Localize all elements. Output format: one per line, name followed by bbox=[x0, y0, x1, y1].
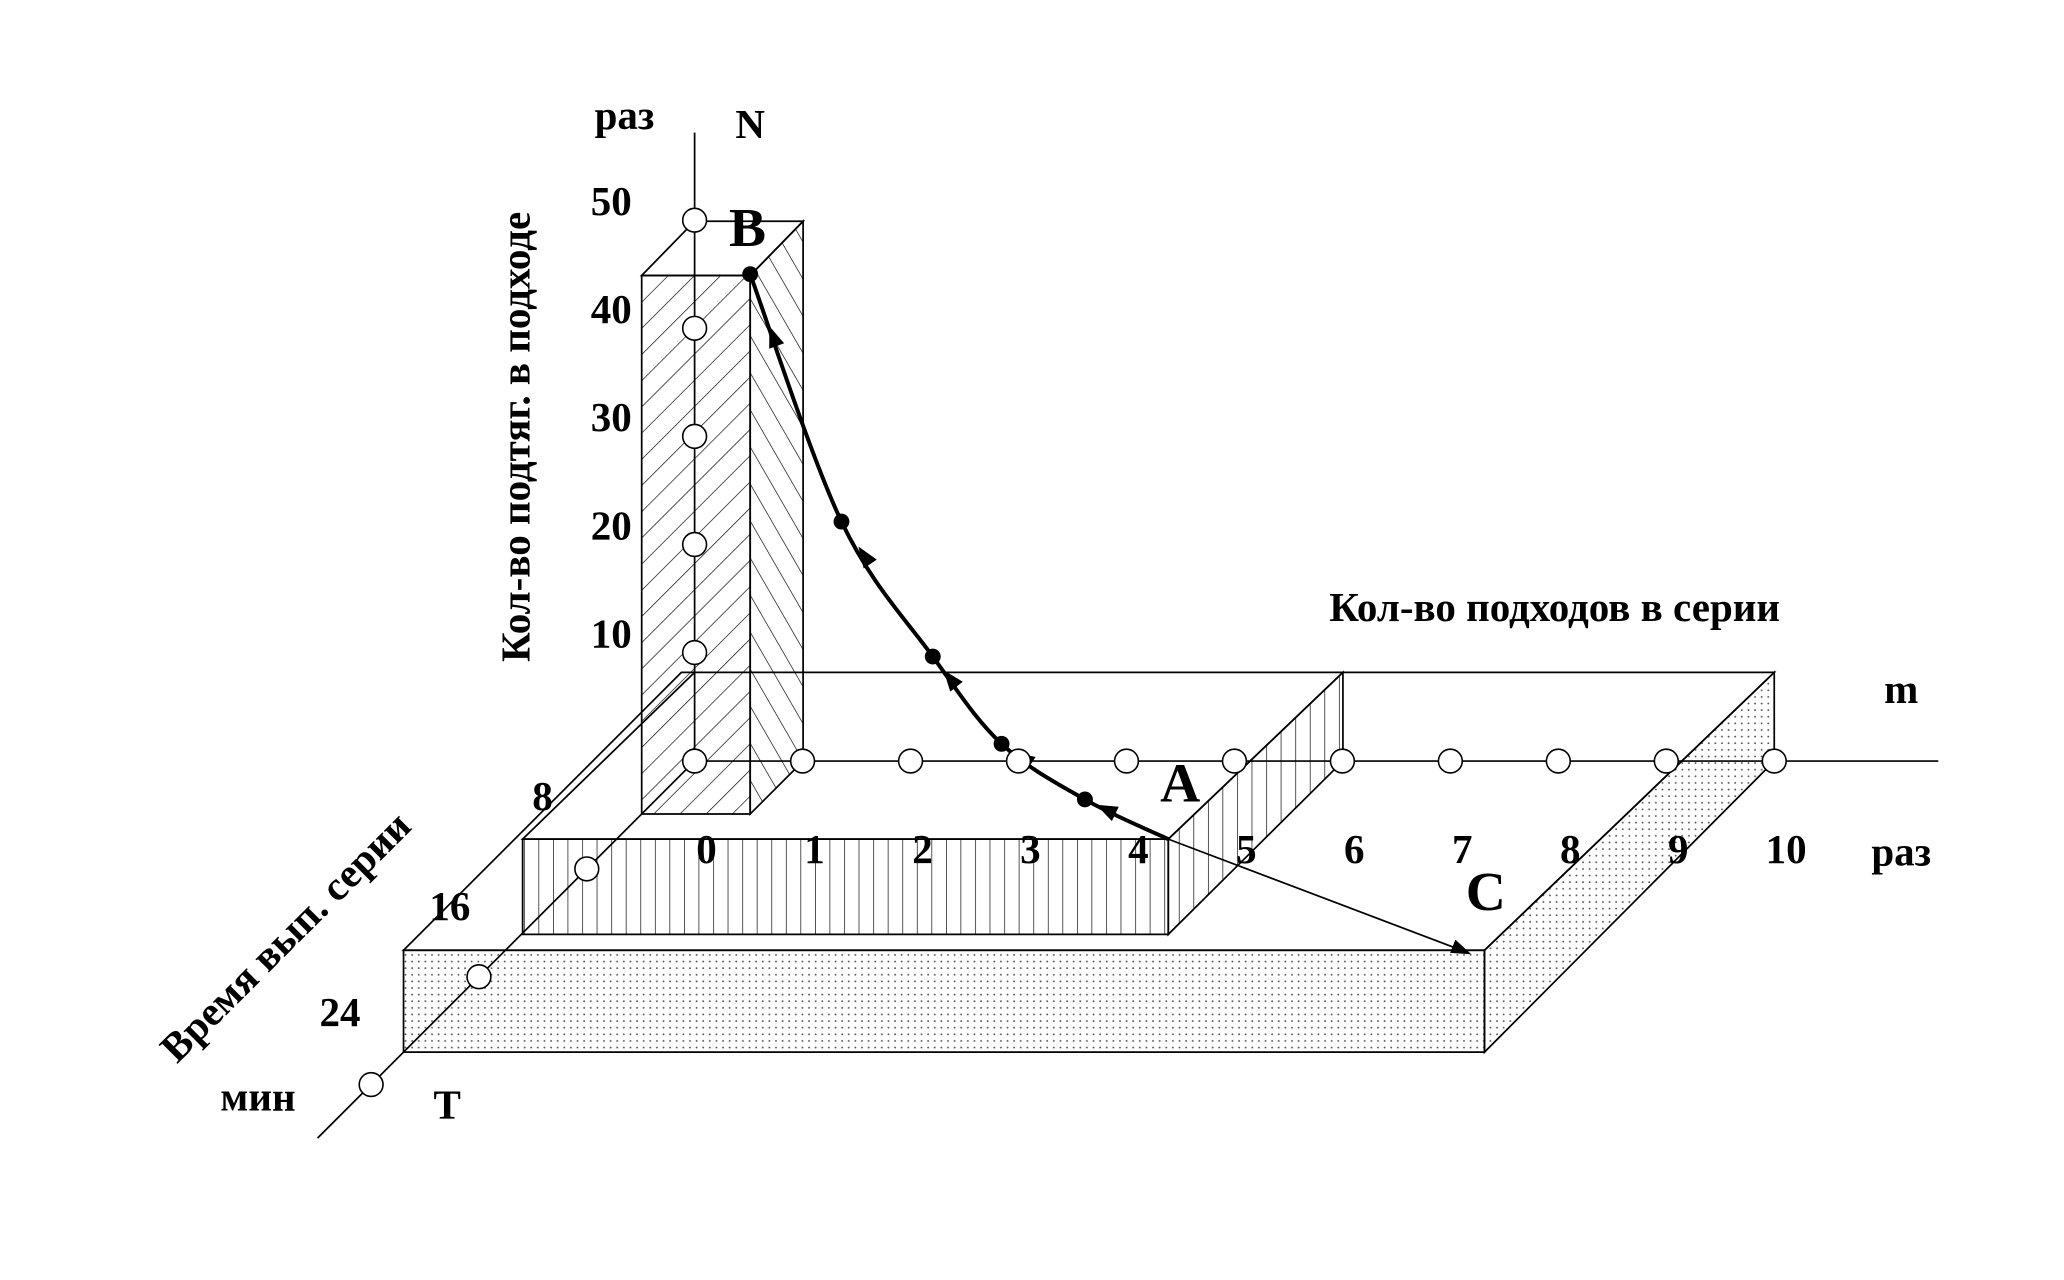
m-letter: m bbox=[1884, 666, 1918, 712]
arrow bbox=[1450, 939, 1472, 955]
tick-circle bbox=[681, 315, 708, 341]
n-unit: раз bbox=[595, 92, 655, 138]
t-tick-label: 8 bbox=[532, 773, 553, 819]
t-unit: мин bbox=[220, 1073, 295, 1119]
m-tick-label: 6 bbox=[1344, 826, 1365, 872]
tick-circle bbox=[897, 748, 924, 774]
n-tick-label: 10 bbox=[591, 610, 632, 656]
tick-circle bbox=[1545, 748, 1572, 774]
m-tick-label: 10 bbox=[1766, 826, 1807, 872]
n-letter: N bbox=[735, 101, 765, 147]
tick-circle bbox=[1437, 748, 1464, 774]
n-tick-label: 50 bbox=[591, 178, 632, 224]
column-box bbox=[639, 219, 806, 817]
tick-circle bbox=[681, 207, 708, 233]
curve-dot bbox=[993, 735, 1010, 752]
curve-arrow bbox=[769, 326, 785, 349]
t-letter: T bbox=[434, 1081, 461, 1127]
curve-arrow bbox=[943, 670, 963, 692]
m-tick-label: 0 bbox=[696, 826, 717, 872]
m-tick-label: 9 bbox=[1668, 826, 1689, 872]
m-tick-label: 2 bbox=[912, 826, 933, 872]
t-label: Время вып. серии bbox=[151, 802, 420, 1071]
tick-circle bbox=[1761, 748, 1787, 774]
tick-circle bbox=[681, 748, 708, 774]
tick-circle bbox=[358, 1071, 384, 1098]
m-tick-label: 5 bbox=[1236, 826, 1257, 872]
m-unit: раз bbox=[1871, 829, 1931, 875]
n-tick-label: 30 bbox=[591, 394, 632, 440]
curve-arrow bbox=[858, 546, 877, 569]
curve bbox=[742, 266, 1170, 841]
tick-circle bbox=[681, 423, 708, 450]
tick-circle bbox=[1653, 748, 1679, 774]
t-tick-label: 16 bbox=[429, 883, 470, 929]
m-tick-label: 1 bbox=[804, 826, 825, 872]
point-b: B bbox=[729, 197, 766, 259]
tick-circle bbox=[681, 531, 708, 558]
m-label: Кол-во подходов в серии bbox=[1329, 584, 1780, 630]
m-tick-label: 8 bbox=[1560, 826, 1581, 872]
t-axis bbox=[316, 760, 696, 1139]
tick-circle bbox=[574, 856, 600, 882]
tick-circle bbox=[1005, 748, 1032, 774]
tick-circle bbox=[1221, 748, 1248, 774]
t-tick-label: 24 bbox=[320, 989, 361, 1035]
curve-dot bbox=[742, 266, 759, 283]
tick-circle bbox=[1329, 748, 1356, 774]
point-a: A bbox=[1160, 753, 1200, 815]
tick-circle bbox=[789, 748, 816, 774]
a-c-line bbox=[1167, 838, 1469, 954]
curve-arrow bbox=[1096, 804, 1119, 822]
tick-circle bbox=[681, 639, 708, 666]
n-label: Кол-во подтяг. в подходе bbox=[492, 212, 538, 662]
tick-circle bbox=[466, 964, 492, 990]
m-tick-label: 3 bbox=[1020, 826, 1041, 872]
curve-dot bbox=[833, 513, 850, 530]
curve-dot bbox=[924, 648, 941, 665]
tick-circle bbox=[1113, 748, 1140, 774]
curve-dot bbox=[1076, 791, 1093, 808]
m-tick-label: 7 bbox=[1452, 826, 1473, 872]
n-tick-label: 20 bbox=[591, 502, 632, 548]
point-c: C bbox=[1466, 861, 1506, 923]
n-tick-label: 40 bbox=[591, 286, 632, 332]
m-tick-label: 4 bbox=[1128, 826, 1149, 872]
